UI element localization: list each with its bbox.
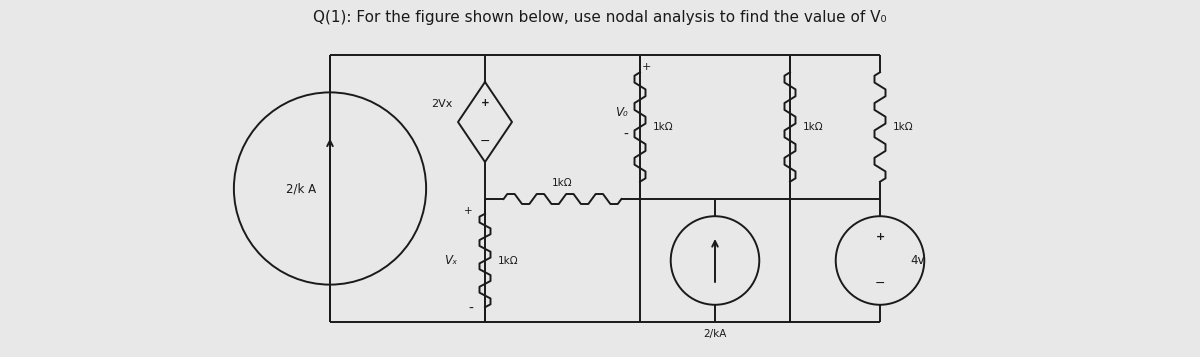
Text: 1kΩ: 1kΩ bbox=[552, 178, 572, 188]
Text: 2Vx: 2Vx bbox=[431, 99, 452, 109]
Text: +: + bbox=[641, 62, 650, 72]
Text: Q(1): For the figure shown below, use nodal analysis to find the value of V₀: Q(1): For the figure shown below, use no… bbox=[313, 10, 887, 25]
Text: V₀: V₀ bbox=[616, 106, 628, 119]
Text: +: + bbox=[481, 98, 490, 108]
Text: +: + bbox=[464, 206, 473, 216]
Text: 1kΩ: 1kΩ bbox=[893, 122, 913, 132]
Text: 2/k A: 2/k A bbox=[286, 182, 316, 195]
Text: 1kΩ: 1kΩ bbox=[653, 122, 673, 132]
Text: −: − bbox=[875, 277, 886, 290]
Text: 1kΩ: 1kΩ bbox=[498, 256, 518, 266]
Text: 1kΩ: 1kΩ bbox=[803, 122, 823, 132]
Text: +: + bbox=[875, 232, 884, 242]
Text: -: - bbox=[623, 128, 628, 142]
Text: 4v: 4v bbox=[910, 254, 924, 267]
Text: −: − bbox=[480, 135, 491, 148]
Text: 2/kA: 2/kA bbox=[703, 329, 727, 339]
Text: -: - bbox=[468, 302, 473, 316]
Text: Vₓ: Vₓ bbox=[444, 254, 457, 267]
